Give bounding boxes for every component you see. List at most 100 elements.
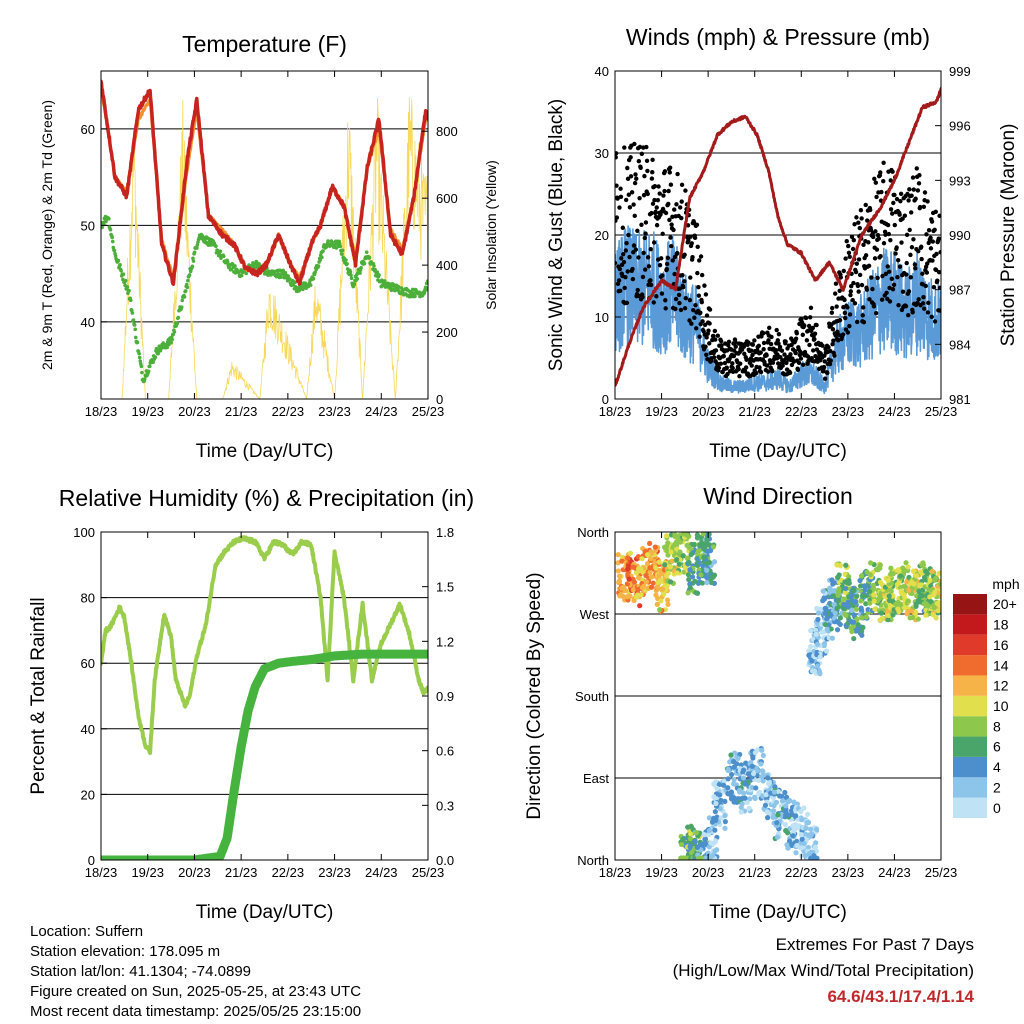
speed-legend-label: 18: [993, 617, 1009, 633]
dewpoint-point: [119, 268, 123, 273]
direction-point: [848, 593, 854, 600]
direction-point: [809, 658, 815, 664]
direction-point: [762, 802, 769, 808]
dewpoint-point: [272, 269, 277, 274]
direction-point: [868, 560, 874, 566]
gust-point: [687, 318, 692, 323]
direction-point: [866, 588, 873, 594]
direction-point: [931, 592, 937, 598]
gust-point: [904, 272, 909, 277]
direction-point: [940, 573, 941, 576]
direction-point: [783, 827, 789, 834]
gust-point: [678, 205, 683, 210]
gust-point: [711, 355, 717, 360]
direction-point: [664, 548, 670, 554]
direction-point: [722, 818, 728, 825]
direction-point: [851, 587, 857, 594]
direction-point: [648, 584, 655, 590]
gust-point: [719, 343, 724, 348]
dewpoint-point: [413, 294, 417, 299]
dewpoint-point: [116, 258, 121, 263]
direction-point: [849, 628, 855, 635]
gust-point: [774, 356, 780, 361]
gust-point: [673, 306, 678, 312]
winds-ytick-label: 30: [595, 146, 609, 161]
gust-point: [657, 191, 662, 196]
gust-point: [770, 368, 775, 374]
gust-point: [620, 252, 626, 257]
direction-point: [924, 570, 931, 577]
direction-point: [693, 830, 700, 836]
gust-point: [656, 184, 661, 189]
dewpoint-point: [372, 264, 376, 268]
speed-legend-swatch: [953, 675, 987, 696]
direction-point: [687, 567, 693, 573]
dewpoint-point: [191, 259, 196, 263]
gust-point: [704, 352, 709, 357]
direction-point: [785, 799, 791, 805]
direction-point: [619, 558, 625, 564]
gust-point: [902, 213, 908, 218]
direction-point: [701, 832, 707, 838]
direction-point: [870, 582, 876, 588]
gust-point: [677, 286, 683, 291]
direction-point: [811, 853, 817, 859]
gust-point: [646, 264, 652, 269]
direction-point: [709, 574, 716, 580]
direction-point: [644, 560, 651, 567]
gust-point: [837, 288, 842, 294]
dewpoint-point: [281, 268, 285, 273]
gust-point: [761, 340, 767, 346]
dewpoint-point: [183, 289, 188, 293]
direction-point: [700, 563, 706, 569]
dewpoint-point: [349, 276, 354, 281]
gust-point: [758, 369, 764, 375]
gust-point: [645, 168, 650, 174]
gust-point: [615, 183, 619, 188]
gust-point: [679, 199, 684, 204]
gust-point: [683, 295, 688, 301]
direction-point: [722, 798, 728, 804]
gust-point: [822, 359, 827, 364]
winds-y2label: Station Pressure (Maroon): [998, 124, 1019, 347]
gust-point: [627, 254, 632, 260]
direction-point: [907, 615, 913, 621]
gust-point: [631, 243, 637, 248]
gust-point: [641, 192, 647, 198]
gust-point: [888, 178, 893, 183]
direction-point: [664, 533, 670, 539]
dewpoint-point: [113, 254, 118, 258]
direction-point: [718, 815, 724, 821]
gust-point: [923, 283, 928, 289]
direction-point: [702, 836, 709, 842]
gust-point: [750, 342, 756, 347]
humidity-y2tick-label: 0.6: [436, 744, 454, 759]
gust-point: [891, 282, 897, 288]
direction-point: [693, 590, 699, 596]
gust-point: [835, 338, 841, 343]
gust-point: [671, 227, 676, 233]
gust-point: [807, 342, 812, 348]
gust-point: [878, 170, 883, 175]
gust-point: [913, 266, 918, 271]
dewpoint-point: [355, 277, 359, 281]
dewpoint-point: [170, 337, 174, 342]
gust-point: [842, 310, 848, 316]
gust-point: [643, 231, 648, 236]
direction-point: [652, 544, 658, 550]
gust-point: [811, 348, 816, 353]
gust-point: [906, 198, 911, 203]
gust-point: [854, 215, 859, 220]
dewpoint-point: [367, 255, 372, 260]
gust-point: [881, 241, 887, 246]
winds-xlabel: Time (Day/UTC): [709, 441, 847, 462]
dewpoint-point: [311, 276, 316, 281]
gust-point: [733, 339, 738, 345]
direction-point: [638, 592, 644, 598]
gust-point: [718, 338, 724, 344]
total-precip-line: [101, 649, 428, 860]
dewpoint-point: [221, 254, 226, 259]
direction-ylabel: Direction (Colored By Speed): [524, 572, 545, 819]
dewpoint-point: [308, 283, 313, 287]
dewpoint-point: [165, 345, 169, 350]
